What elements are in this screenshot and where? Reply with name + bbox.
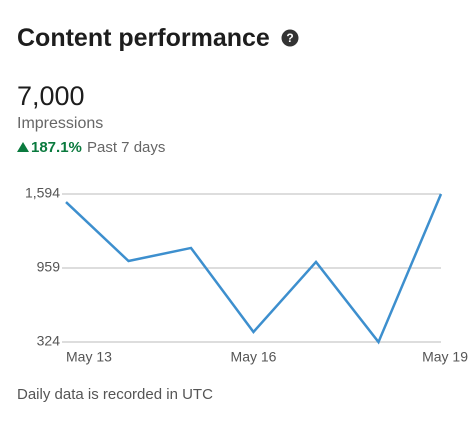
- metric-label: Impressions: [17, 115, 104, 132]
- metric-value: 7,000: [17, 81, 85, 111]
- y-tick-label: 1,594: [25, 185, 60, 201]
- period: Past 7 days: [87, 139, 166, 156]
- help-icon[interactable]: ?: [281, 29, 299, 47]
- title: Content performance: [17, 24, 270, 52]
- change: 187.1%: [31, 139, 82, 156]
- up-arrow: [17, 142, 29, 152]
- y-tick-label: 324: [37, 333, 61, 349]
- x-tick-label: May 16: [231, 349, 277, 365]
- footnote: Daily data is recorded in UTC: [17, 386, 213, 403]
- x-tick-label: May 13: [66, 349, 112, 365]
- line: [65, 193, 443, 345]
- chart: 324 959 1,594 May 13 May 16 May 19: [25, 185, 468, 365]
- x-tick-label: May 19: [422, 349, 468, 365]
- y-tick-label: 959: [37, 259, 61, 275]
- svg-text:?: ?: [286, 31, 293, 45]
